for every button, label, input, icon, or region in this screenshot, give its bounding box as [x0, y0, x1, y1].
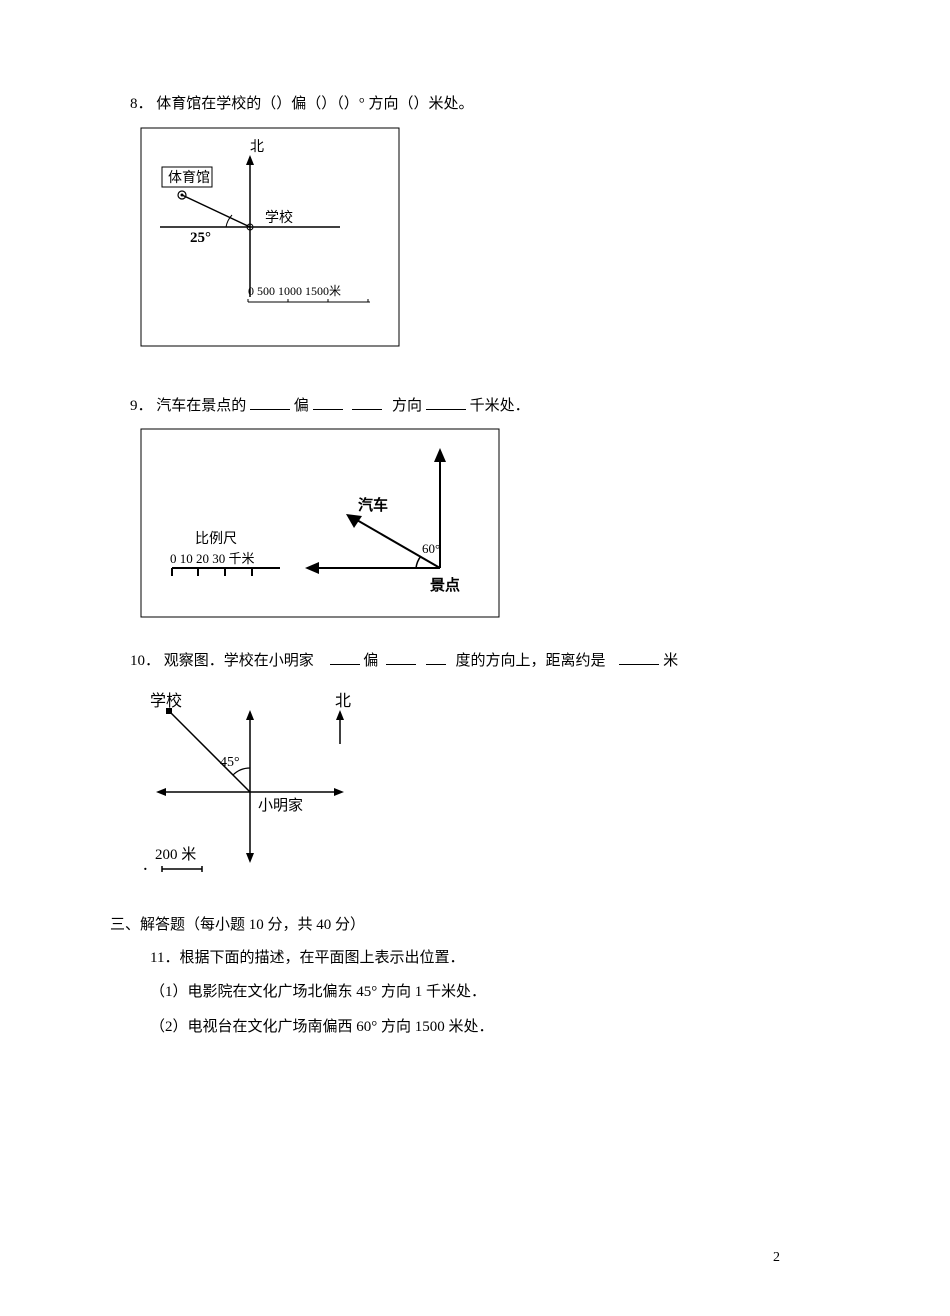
- section-3-text: 三、解答题（每小题 10 分，共 40 分）: [110, 917, 365, 933]
- q9-blank3: [352, 394, 382, 410]
- q9-text: 9． 汽车在景点的 偏 方向 千米处．: [130, 392, 820, 421]
- q10-blank2: [386, 649, 416, 665]
- svg-text:景点: 景点: [430, 576, 460, 594]
- svg-text:学校: 学校: [150, 692, 182, 710]
- q9-blank1: [250, 394, 290, 410]
- svg-text:比例尺: 比例尺: [195, 531, 237, 547]
- q10-diagram: 学校 北 45° 小明家: [140, 684, 820, 889]
- q9-diagram: 比例尺 0 10 20 30 千米 60°: [140, 428, 820, 623]
- q11-part1: （1）电影院在文化广场北偏东 45° 方向 1 千米处．: [150, 978, 820, 1007]
- question-11: 11．根据下面的描述，在平面图上表示出位置． （1）电影院在文化广场北偏东 45…: [150, 944, 820, 1042]
- svg-text:45°: 45°: [220, 755, 240, 770]
- q8-text: 8． 体育馆在学校的（）偏（）（）° 方向（）米处。: [130, 90, 820, 119]
- q11-number: 11．: [150, 950, 179, 966]
- q9-blank4: [426, 394, 466, 410]
- q10-a: 观察图．学校在小明家: [164, 653, 314, 669]
- svg-text:200 米: 200 米: [155, 846, 196, 863]
- svg-text:学校: 学校: [265, 209, 293, 226]
- q9-a: 汽车在景点的: [156, 398, 246, 414]
- q10-b: 偏: [363, 653, 378, 669]
- question-8: 8． 体育馆在学校的（）偏（）（）° 方向（）米处。 北 学校: [130, 90, 820, 352]
- svg-text:北: 北: [335, 692, 351, 710]
- question-9: 9． 汽车在景点的 偏 方向 千米处． 比例尺 0 10 20 30 千米: [130, 392, 820, 624]
- svg-text:0 500 1000 1500米: 0 500 1000 1500米: [248, 284, 341, 298]
- svg-text:25°: 25°: [190, 230, 211, 246]
- svg-text:60°: 60°: [422, 541, 440, 556]
- q10-c: 度的方向上，距离约是: [456, 653, 606, 669]
- q10-blank1: [330, 649, 360, 665]
- svg-text:汽车: 汽车: [358, 496, 388, 514]
- q10-blank4: [619, 649, 659, 665]
- q9-number: 9．: [130, 398, 153, 414]
- svg-text:体育馆: 体育馆: [168, 170, 210, 186]
- q10-d: 米: [663, 653, 678, 669]
- question-10: 10． 观察图．学校在小明家 偏 度的方向上，距离约是 米 学校 北: [130, 647, 820, 889]
- q11-intro: 根据下面的描述，在平面图上表示出位置．: [179, 950, 464, 966]
- q9-blank2: [313, 394, 343, 410]
- q10-text: 10． 观察图．学校在小明家 偏 度的方向上，距离约是 米: [130, 647, 820, 676]
- q10-number: 10．: [130, 653, 160, 669]
- q9-b: 偏: [294, 398, 309, 414]
- svg-text:．: ．: [142, 859, 156, 874]
- q9-d: 千米处．: [470, 398, 530, 414]
- svg-text:北: 北: [250, 139, 264, 155]
- q11-part2: （2）电视台在文化广场南偏西 60° 方向 1500 米处．: [150, 1013, 820, 1042]
- section-3-header: 三、解答题（每小题 10 分，共 40 分）: [110, 913, 820, 934]
- q11-intro-line: 11．根据下面的描述，在平面图上表示出位置．: [150, 944, 820, 973]
- q8-body: 体育馆在学校的（）偏（）（）° 方向（）米处。: [156, 96, 473, 112]
- q8-number: 8．: [130, 96, 153, 112]
- page-number: 2: [773, 1250, 780, 1266]
- q8-diagram: 北 学校 体育馆 25° 0 500 100: [140, 127, 820, 352]
- q10-blank3: [426, 649, 446, 665]
- svg-text:0 10 20 30 千米: 0 10 20 30 千米: [170, 551, 255, 566]
- svg-text:小明家: 小明家: [258, 797, 303, 814]
- q9-c: 方向: [392, 398, 422, 414]
